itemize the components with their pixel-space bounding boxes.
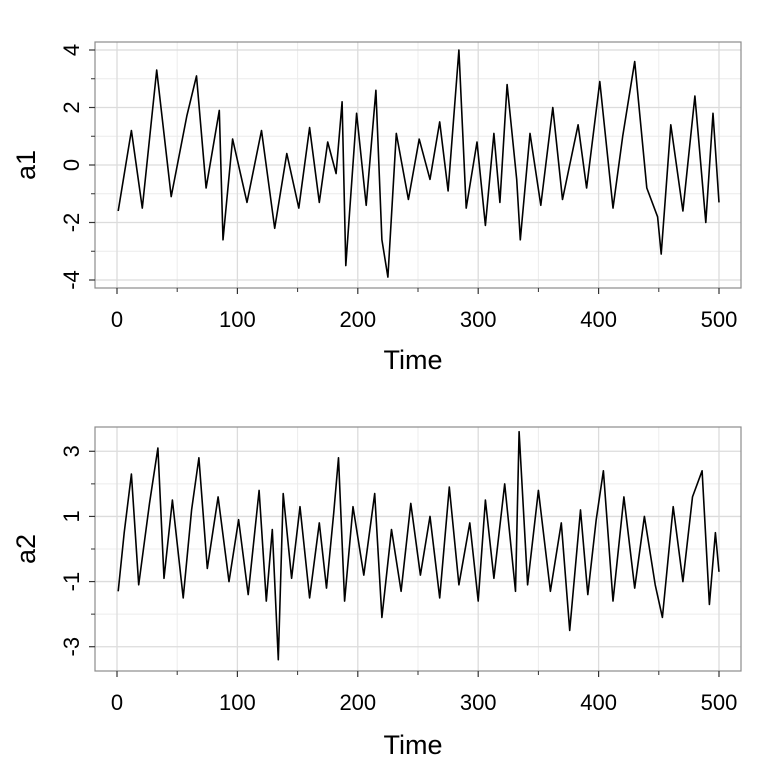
x-axis-label: Time [384,730,443,760]
x-tick-label: 0 [111,307,123,332]
y-tick-label: -3 [59,637,84,657]
y-tick-label: 1 [59,510,84,522]
y-tick-label: 0 [59,159,84,171]
x-tick-label: 100 [219,690,256,715]
x-tick-label: 200 [339,307,376,332]
y-tick-label: 2 [59,101,84,113]
x-tick-label: 0 [111,690,123,715]
y-tick-label: -4 [59,270,84,290]
panel-a1: 0 100 200 300 400 500 -4 -2 0 2 4 Time a1 [11,41,742,375]
x-tick-label: 500 [701,690,738,715]
series-line [117,430,720,661]
y-axis-label: a1 [11,150,41,180]
y-tick-label: -2 [59,213,84,233]
y-axis-label: a2 [11,534,41,564]
y-tick-label: 4 [59,44,84,56]
x-tick-label: 300 [460,307,497,332]
panel-a2: 0 100 200 300 400 500 -3 -1 1 3 Time a2 [11,426,742,760]
x-tick-label: 500 [701,307,738,332]
x-tick-label: 200 [339,690,376,715]
x-tick-label: 300 [460,690,497,715]
x-tick-label: 100 [219,307,256,332]
y-tick-label: -1 [59,572,84,592]
y-tick-label: 3 [59,445,84,457]
x-axis-label: Time [384,345,443,375]
series-line [117,49,720,278]
x-tick-label: 400 [580,307,617,332]
x-tick-label: 400 [580,690,617,715]
